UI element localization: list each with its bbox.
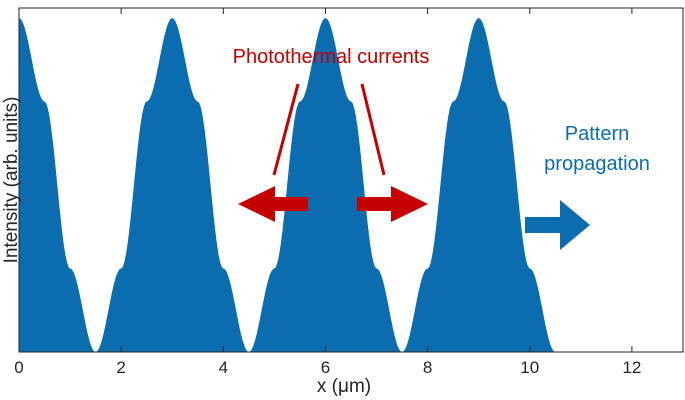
data-point (44, 101, 45, 102)
axes-frame (18, 7, 684, 353)
data-point (121, 268, 122, 269)
x-tick-label: 2 (116, 358, 125, 377)
data-point (172, 18, 173, 19)
x-tick-label: 12 (622, 358, 641, 377)
data-point (351, 101, 352, 102)
arrow-left-icon (238, 186, 308, 222)
data-point (299, 101, 300, 102)
data-point (70, 268, 71, 269)
annotation-photothermal-currents: Photothermal currents (233, 46, 430, 68)
data-point (146, 101, 147, 102)
x-axis-label: x (μm) (317, 376, 371, 397)
propagation-arrow-icon (525, 200, 590, 250)
pointer-line-right (360, 83, 386, 176)
x-tick-label: 8 (423, 358, 432, 377)
data-point (197, 101, 198, 102)
data-point (478, 18, 479, 19)
data-point (376, 268, 377, 269)
x-tick-label: 6 (321, 358, 330, 377)
data-point (223, 268, 224, 269)
annotation-pattern: Pattern (565, 123, 629, 145)
data-point (529, 268, 530, 269)
data-point (325, 18, 326, 19)
data-point (453, 101, 454, 102)
x-tick-label: 0 (14, 358, 23, 377)
y-axis-label: Intensity (arb. units) (1, 97, 22, 264)
data-point (274, 268, 275, 269)
data-point (504, 101, 505, 102)
x-tick-label: 4 (219, 358, 228, 377)
intensity-area-series-0 (19, 18, 556, 353)
data-point (427, 268, 428, 269)
annotation-propagation: propagation (544, 153, 650, 175)
x-tick-label: 10 (520, 358, 539, 377)
arrow-right-icon (357, 186, 428, 222)
pointer-line-left (272, 83, 300, 176)
